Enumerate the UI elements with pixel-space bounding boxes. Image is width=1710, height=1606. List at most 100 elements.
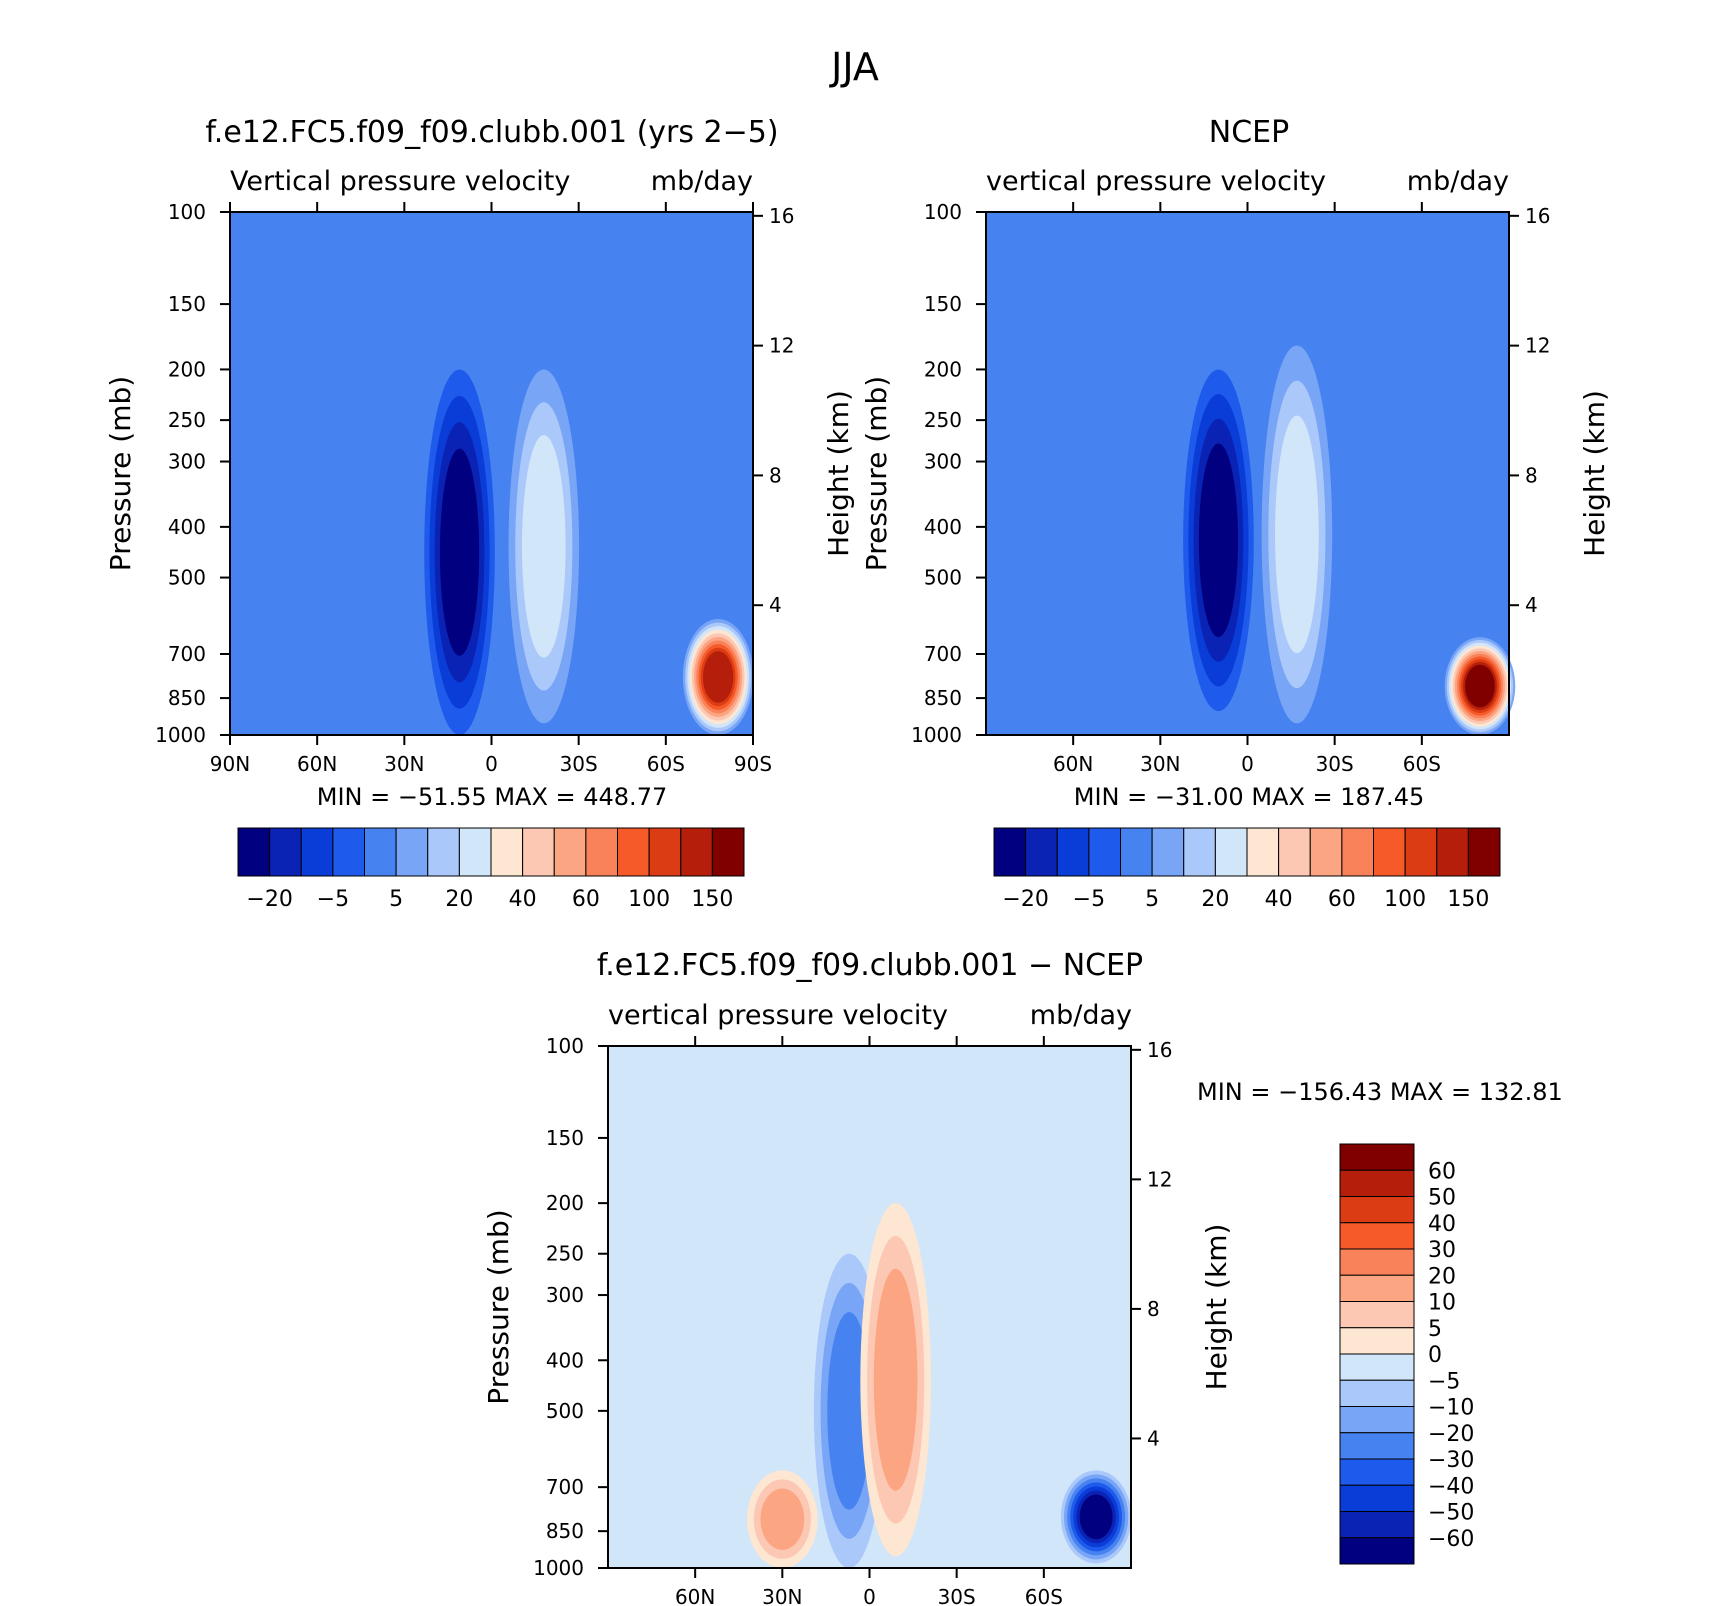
y-tick-label: 300 [546, 1283, 584, 1307]
colorbar-label: 40 [509, 887, 537, 912]
colorbar-swatch [269, 827, 302, 877]
colorbar-swatch [1214, 827, 1248, 877]
y-tick-label: 400 [168, 515, 206, 539]
colorbar-swatch [1404, 827, 1438, 877]
colorbar-swatch [1339, 1484, 1415, 1512]
colorbar-swatch [395, 827, 429, 877]
colorbar-label: 30 [1428, 1238, 1456, 1263]
colorbar-swatch [364, 827, 397, 877]
colorbar-swatch [1151, 827, 1185, 877]
panel-subtitle-left: vertical pressure velocity [986, 166, 1326, 197]
y-tick-label: 250 [924, 408, 962, 432]
x-tick-label: 30N [384, 752, 424, 776]
figure-title: JJA [829, 45, 879, 89]
colorbar-label: 5 [389, 887, 403, 912]
y-tick-label: 100 [546, 1034, 584, 1058]
colorbar-label: 60 [1328, 887, 1356, 912]
colorbar-label: −20 [246, 887, 292, 912]
panel-title: f.e12.FC5.f09_f09.clubb.001 − NCEP [597, 948, 1143, 983]
y-tick-label: 700 [168, 642, 206, 666]
colorbar-label: 150 [1447, 887, 1489, 912]
x-tick-label: 60S [647, 752, 685, 776]
x-tick-label: 0 [863, 1585, 876, 1606]
contour-region [1079, 1494, 1113, 1540]
x-tick-label: 30S [560, 752, 598, 776]
colorbar-label: 100 [1384, 887, 1426, 912]
contour-region [521, 435, 566, 658]
panel-subtitle-left: Vertical pressure velocity [230, 166, 570, 197]
y2-tick-label: 8 [1147, 1297, 1160, 1321]
colorbar-swatch [1339, 1458, 1415, 1486]
contour-region [760, 1488, 805, 1550]
y-tick-label: 200 [546, 1191, 584, 1215]
colorbar-swatch [237, 827, 271, 877]
y-tick-label: 250 [168, 408, 206, 432]
colorbar-swatch [1025, 827, 1058, 877]
contour-region [1198, 443, 1239, 638]
y-tick-label: 150 [924, 292, 962, 316]
y2-tick-label: 8 [1525, 463, 1538, 487]
y-tick-label: 200 [924, 357, 962, 381]
colorbar-label: −5 [1428, 1369, 1460, 1394]
colorbar-label: 40 [1265, 887, 1293, 912]
x-tick-label: 0 [1241, 752, 1254, 776]
y-tick-label: 100 [924, 200, 962, 224]
colorbar-label: 60 [572, 887, 600, 912]
x-tick-label: 0 [485, 752, 498, 776]
colorbar-swatch [1339, 1301, 1415, 1329]
x-tick-label: 60S [1403, 752, 1441, 776]
colorbar-label: 20 [1201, 887, 1229, 912]
colorbar-swatch [1339, 1511, 1415, 1539]
colorbar-swatch [1309, 827, 1343, 877]
x-tick-label: 60N [675, 1585, 715, 1606]
contour-plot: 100 150 200 250 300 400 500 700 850 1000 16 12 8 4 60N… [860, 200, 1611, 776]
y2-tick-label: 12 [1147, 1167, 1172, 1191]
colorbar-label: −30 [1428, 1448, 1474, 1473]
y-tick-label: 500 [168, 566, 206, 590]
colorbar-label: −40 [1428, 1474, 1474, 1499]
y-tick-label: 850 [546, 1519, 584, 1543]
colorbar-label: −20 [1002, 887, 1048, 912]
x-tick-label: 60N [297, 752, 337, 776]
y-axis-label: Pressure (mb) [104, 376, 137, 571]
y-axis-label: Pressure (mb) [860, 376, 893, 571]
stats-text: MIN = −31.00 MAX = 187.45 [1074, 783, 1424, 811]
panel-subtitle-right: mb/day [1030, 1000, 1132, 1031]
colorbar-swatch [1278, 827, 1311, 877]
y2-axis-label: Height (km) [1578, 390, 1611, 557]
panel-model: f.e12.FC5.f09_f09.clubb.001 (yrs 2−5) Ve… [104, 115, 855, 912]
x-tick-label: 90S [734, 752, 772, 776]
contour-region [827, 1312, 872, 1510]
colorbar-swatch [1339, 1353, 1415, 1381]
colorbar-swatch [522, 827, 555, 877]
y2-tick-label: 12 [769, 334, 794, 358]
colorbar-label: 10 [1428, 1291, 1456, 1316]
colorbar-label: 20 [1428, 1264, 1456, 1289]
colorbar: −20 −5 5 20 40 60 100 150 [993, 827, 1501, 912]
colorbar-swatch [332, 827, 365, 877]
y-tick-label: 150 [546, 1126, 584, 1150]
contour-region [1275, 415, 1319, 654]
colorbar-swatch [1339, 1379, 1415, 1407]
x-tick-label: 30S [938, 1585, 976, 1606]
colorbar-label: 60 [1428, 1159, 1456, 1184]
contour-region [873, 1268, 918, 1491]
colorbar-swatch [711, 827, 745, 877]
colorbar-label: −5 [317, 887, 349, 912]
colorbar-label: 5 [1145, 887, 1159, 912]
colorbar-swatch [427, 827, 460, 877]
colorbar-swatch [680, 827, 713, 877]
y-tick-label: 300 [924, 450, 962, 474]
colorbar-swatch [993, 827, 1027, 877]
y-tick-label: 850 [168, 686, 206, 710]
y2-tick-label: 16 [1525, 204, 1550, 228]
stats-text: MIN = −156.43 MAX = 132.81 [1197, 1078, 1563, 1106]
colorbar-swatch [553, 827, 587, 877]
colorbar-swatch [648, 827, 682, 877]
colorbar-label: −50 [1428, 1501, 1474, 1526]
colorbar-label: −10 [1428, 1396, 1474, 1421]
x-tick-label: 60S [1025, 1585, 1063, 1606]
panel-title: f.e12.FC5.f09_f09.clubb.001 (yrs 2−5) [205, 115, 778, 150]
colorbar-swatch [1436, 827, 1469, 877]
